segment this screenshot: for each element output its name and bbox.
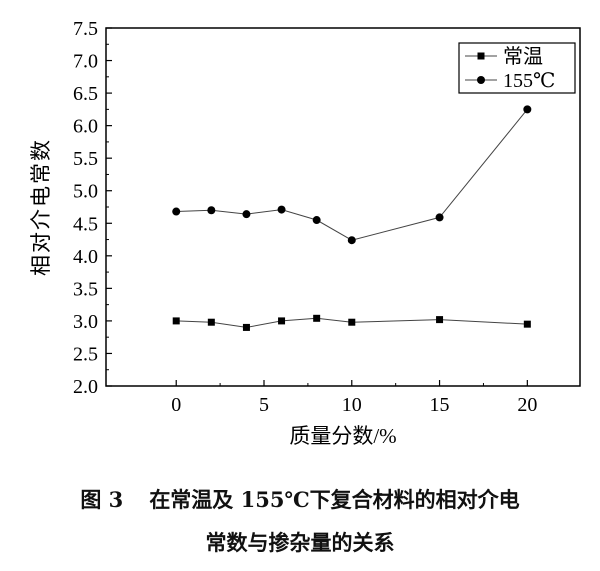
x-tick-label: 10 xyxy=(342,394,362,416)
y-tick-label: 5.5 xyxy=(73,148,98,170)
series-line-0 xyxy=(176,317,528,328)
legend-marker-circle xyxy=(477,76,485,84)
x-tick-label: 5 xyxy=(259,394,269,416)
data-point-square xyxy=(436,316,444,324)
data-point-circle xyxy=(435,213,444,222)
x-axis: 0 5 10 15 20 xyxy=(171,380,537,416)
y-tick-label: 2.0 xyxy=(73,376,98,398)
y-tick-label: 5.0 xyxy=(73,181,98,203)
data-point-circle xyxy=(242,210,251,219)
figure-caption-line-1: 图 3 在常温及 155℃下复合材料的相对介电 xyxy=(0,484,600,514)
data-point-square xyxy=(313,314,321,322)
data-point-circle xyxy=(312,216,321,225)
series-layer xyxy=(172,105,532,331)
figure-number: 图 3 xyxy=(80,487,124,512)
y-axis: 2.0 2.5 3.0 3.5 4.0 4.5 5.0 5.5 6.0 6.5 7.0 7.5 xyxy=(73,18,112,398)
data-point-square xyxy=(348,318,356,326)
legend: 常温 155℃ xyxy=(458,42,576,94)
caption-text-2: 常数与掺杂量的关系 xyxy=(205,530,395,555)
data-point-circle xyxy=(277,205,286,214)
legend-marker-square xyxy=(477,52,485,60)
x-tick-label: 0 xyxy=(171,394,181,416)
y-tick-label: 4.5 xyxy=(73,213,98,235)
y-tick-label: 4.0 xyxy=(73,246,98,268)
legend-label-0: 常温 xyxy=(503,45,543,68)
y-tick-label: 7.5 xyxy=(73,18,98,40)
data-point-square xyxy=(242,323,250,331)
y-tick-label: 3.5 xyxy=(73,278,98,300)
data-point-square xyxy=(523,320,531,328)
data-point-square xyxy=(172,317,180,325)
y-tick-label: 3.0 xyxy=(73,311,98,333)
legend-box xyxy=(458,42,576,94)
y-tick-label: 6.5 xyxy=(73,83,98,105)
x-tick-label: 15 xyxy=(430,394,450,416)
x-axis-label: 质量分数/% xyxy=(289,424,396,448)
data-point-circle xyxy=(347,236,356,245)
data-point-square xyxy=(278,317,286,325)
series-line-1 xyxy=(176,109,528,241)
caption-text-1: 在常温及 155℃下复合材料的相对介电 xyxy=(149,487,520,512)
data-point-square xyxy=(207,318,215,326)
figure-caption-line-2: 常数与掺杂量的关系 xyxy=(0,527,600,557)
legend-label-1: 155℃ xyxy=(503,70,555,92)
data-point-circle xyxy=(523,105,532,114)
x-tick-label: 20 xyxy=(517,394,537,416)
y-axis-label: 相对介电常数 xyxy=(29,138,53,276)
y-tick-label: 7.0 xyxy=(73,51,98,73)
data-point-circle xyxy=(207,206,216,215)
y-tick-label: 2.5 xyxy=(73,343,98,365)
data-point-circle xyxy=(172,207,181,216)
y-tick-label: 6.0 xyxy=(73,116,98,138)
